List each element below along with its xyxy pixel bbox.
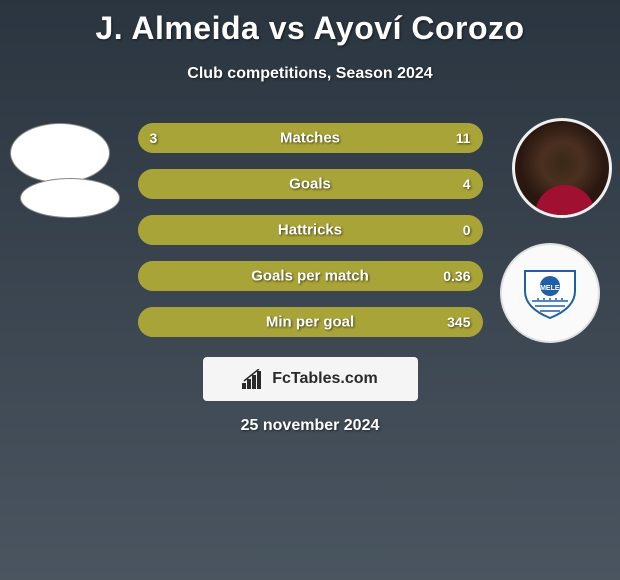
stat-value-right: 11	[456, 130, 471, 146]
stat-label: Goals	[289, 176, 331, 193]
stat-value-right: 4	[463, 176, 471, 192]
svg-text:EMELEC: EMELEC	[535, 285, 564, 292]
stat-value-right: 0	[463, 222, 471, 238]
stat-bar-left-fill	[138, 123, 210, 153]
stat-label: Goals per match	[251, 268, 369, 285]
player-left-club-avatar	[20, 178, 120, 218]
stat-row: Matches 3 11	[138, 123, 483, 153]
stat-row: Min per goal 345	[138, 307, 483, 337]
stat-bar-right-fill	[210, 123, 483, 153]
stat-value-left: 3	[150, 130, 158, 146]
club-badge-icon: EMELEC	[520, 266, 580, 321]
player-right-club: EMELEC	[500, 243, 600, 343]
page-subtitle: Club competitions, Season 2024	[0, 65, 620, 83]
player-right-avatar	[512, 118, 612, 218]
stat-value-right: 0.36	[443, 268, 470, 284]
stat-label: Matches	[280, 130, 340, 147]
stats-bars: Matches 3 11 Goals 4 Hattricks 0 Goals per matc…	[138, 123, 483, 337]
player-left-avatar	[10, 123, 110, 183]
brand-box: FcTables.com	[203, 357, 418, 401]
stat-row: Goals 4	[138, 169, 483, 199]
stat-label: Min per goal	[266, 314, 354, 331]
stat-row: Hattricks 0	[138, 215, 483, 245]
brand-chart-icon	[242, 369, 266, 389]
brand-text: FcTables.com	[272, 370, 378, 388]
comparison-area: EMELEC Matches 3 11 Goals 4 Hattricks 0 Goals p…	[0, 123, 620, 337]
stat-label: Hattricks	[278, 222, 342, 239]
date-text: 25 november 2024	[0, 417, 620, 435]
stat-value-right: 345	[447, 314, 470, 330]
stat-row: Goals per match 0.36	[138, 261, 483, 291]
page-title: J. Almeida vs Ayoví Corozo	[0, 0, 620, 47]
